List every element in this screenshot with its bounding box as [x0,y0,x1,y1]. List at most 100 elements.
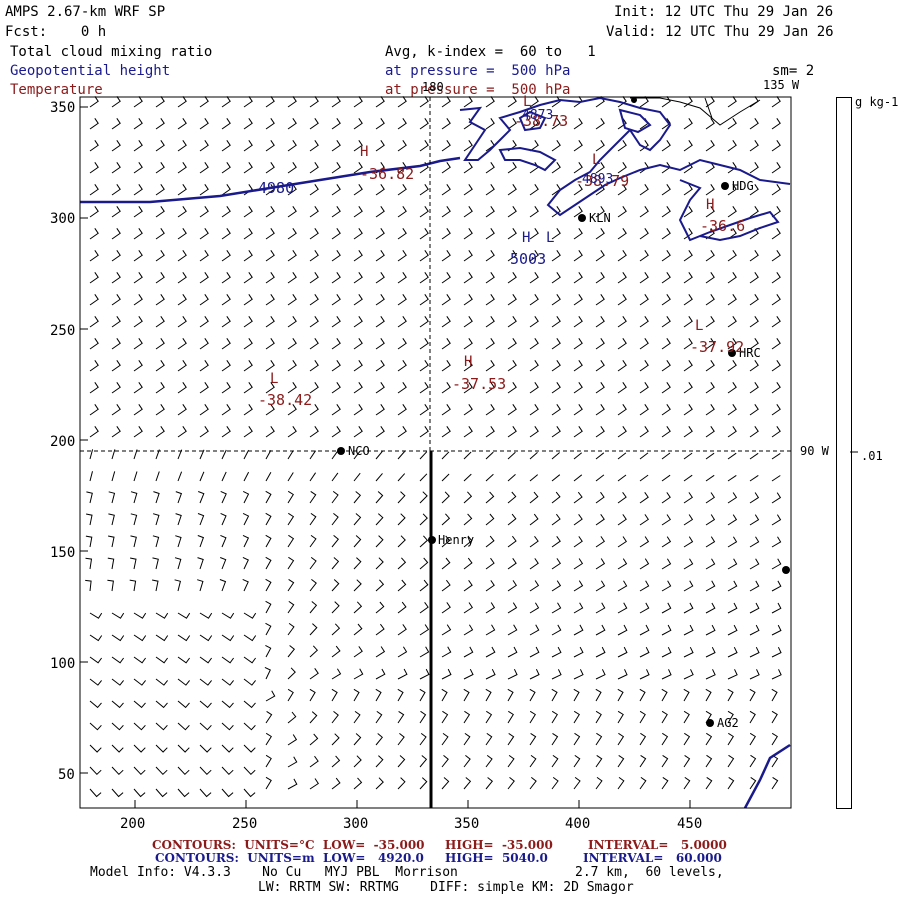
wind-barb [133,612,147,619]
wind-barb [485,777,494,790]
wind-barb [683,316,693,328]
wind-barb [155,700,168,709]
wind-barb [683,382,693,394]
wind-barb [771,558,782,570]
wind-barb [287,184,297,196]
extremum-value: 4893 [582,172,614,187]
wind-barb [485,491,495,504]
wind-barb [661,404,671,416]
wind-barb [331,711,339,724]
wind-barb [595,580,606,592]
wind-barb [89,634,103,642]
wind-barb [419,755,428,768]
wind-barb [617,272,627,284]
wind-barb [529,404,539,416]
wind-barb [683,602,694,614]
wind-barb [683,338,693,350]
wind-barb [175,513,182,526]
wind-barb [551,426,561,438]
wind-barb [705,646,716,658]
wind-barb [397,294,407,306]
wind-barb [89,250,99,262]
wind-barb [595,514,605,526]
station-dot-nco [337,447,345,455]
wind-barb [353,513,362,526]
wind-barb [309,96,319,108]
wind-barb [485,250,495,262]
colorbar [836,97,852,809]
wind-barb [177,788,190,798]
wind-barb [463,206,473,218]
pressure-temperature: at pressure = 500 hPa [385,82,571,98]
wind-barb [573,754,581,768]
wind-barb [529,754,537,768]
wind-barb [419,404,429,416]
x-tick-label: 450 [677,816,703,832]
wind-barb [749,624,760,636]
wind-barb [441,228,451,240]
wind-barb [485,184,495,196]
wind-barb [353,472,361,482]
wind-barb [551,404,561,416]
wind-barb [199,140,209,152]
wind-barb [661,250,671,262]
wind-barb [771,732,778,746]
wind-barb [155,788,168,798]
wind-barb [573,184,583,196]
wind-barb [375,473,383,482]
wind-barb [309,668,319,680]
wind-barb [551,732,559,746]
wind-barb [107,557,115,570]
wind-barb [265,140,275,152]
wind-barb [130,535,137,548]
wind-barb [639,228,649,240]
wind-barb [749,162,759,174]
wind-barb [199,184,209,196]
wind-barb [441,451,450,460]
wind-barb [661,580,672,592]
wind-barb [353,140,363,152]
wind-barb [551,491,561,504]
wind-barb [309,360,319,372]
wind-barb [287,228,297,240]
wind-barb [287,512,295,526]
wind-barb [397,668,408,680]
wind-barb [243,656,257,664]
wind-barb [353,162,363,174]
wind-barb [573,688,580,702]
wind-barb [177,228,187,240]
wind-barb [375,710,383,724]
wind-barb [529,360,539,372]
wind-barb [441,426,451,438]
wind-barb [287,578,295,592]
wind-barb [749,382,759,394]
wind-barb [529,624,540,636]
wind-barb [463,668,474,680]
wind-barb [463,710,471,724]
wind-barb [221,634,235,642]
wind-barb [529,382,539,394]
forecast-hour: Fcst: 0 h [5,24,107,40]
wind-barb [705,272,715,284]
wind-barb [441,557,451,570]
wind-barb [265,404,275,416]
wind-barb [529,250,539,262]
wind-barb [199,316,209,328]
wind-barb [242,490,250,504]
wind-barb [155,656,169,664]
wind-barb [89,612,103,619]
valid-time: Valid: 12 UTC Thu 29 Jan 26 [606,24,834,40]
wind-barb [265,490,272,504]
wind-barb [749,426,759,438]
wind-barb [111,206,121,218]
plot-frame [79,96,792,809]
wind-barb [419,624,430,636]
k-index-average: Avg, k-index = 60 to 1 [385,44,596,60]
wind-barb [133,250,143,262]
wind-barb [463,316,473,328]
wind-barb [265,228,275,240]
wind-barb [375,688,382,702]
wind-barb [683,688,690,702]
wind-barb [485,557,495,570]
wind-barb [595,624,606,636]
